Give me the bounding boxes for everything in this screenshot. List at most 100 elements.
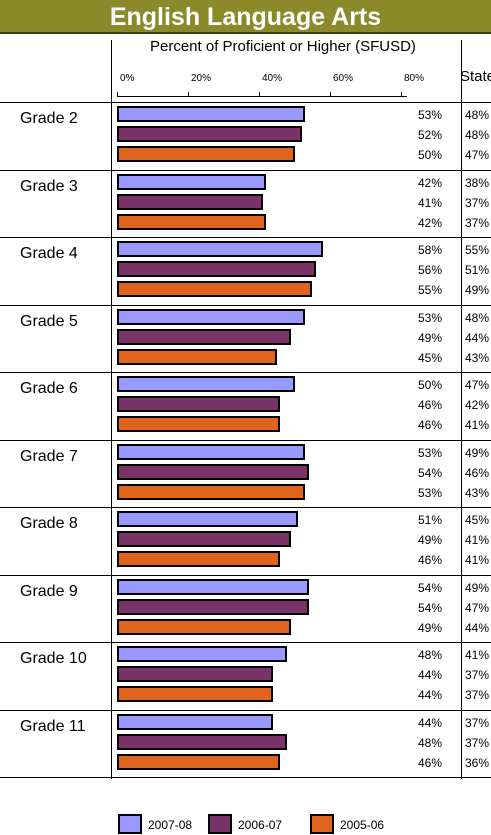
left-column-divider: [111, 40, 112, 779]
state-value-label: 48%: [465, 108, 490, 122]
x-tick-label: 40%: [262, 73, 283, 84]
bar: [117, 106, 306, 122]
bar-value-label: 55%: [417, 283, 442, 297]
state-value-label: 48%: [465, 128, 490, 142]
bar-value-label: 53%: [417, 445, 442, 460]
bar: [117, 686, 274, 702]
state-value-label: 37%: [465, 688, 490, 702]
bar-value-label: 49%: [417, 330, 442, 345]
state-value-label: 49%: [465, 445, 490, 460]
bar: [117, 126, 302, 142]
grade-separator: [0, 304, 491, 306]
bar-value-label: 44%: [417, 688, 442, 702]
bar: [117, 328, 291, 345]
bar: [117, 308, 306, 325]
bar: [117, 443, 306, 460]
grade-label: Grade 10: [20, 650, 87, 667]
bar-value-label: 50%: [417, 148, 442, 162]
state-value-label: 47%: [465, 378, 490, 392]
bar: [117, 281, 313, 297]
grade-separator: [0, 777, 491, 778]
bar-value-label: 53%: [417, 310, 442, 325]
bar: [117, 733, 288, 750]
bar: [117, 511, 299, 527]
bar: [117, 348, 277, 365]
grade-separator: [0, 574, 491, 576]
bar: [117, 578, 309, 595]
bar: [117, 193, 263, 210]
state-value-label: 48%: [465, 310, 490, 325]
state-value-label: 41%: [465, 553, 490, 567]
bar: [117, 463, 309, 480]
bar-value-label: 48%: [417, 648, 442, 662]
state-value-label: 47%: [465, 600, 490, 615]
state-column-header: State: [460, 68, 491, 85]
x-tick-mark: [259, 92, 260, 97]
state-value-label: 42%: [465, 398, 490, 412]
bar-value-label: 42%: [417, 175, 442, 190]
bar: [117, 416, 281, 432]
bar-value-label: 48%: [417, 735, 442, 750]
x-axis-line: [117, 96, 407, 97]
bar-value-label: 53%: [417, 485, 442, 500]
x-tick-mark: [117, 92, 118, 97]
state-value-label: 47%: [465, 148, 490, 162]
state-value-label: 43%: [465, 485, 490, 500]
bar-value-label: 50%: [417, 378, 442, 392]
state-value-label: 44%: [465, 620, 490, 635]
grade-separator: [0, 709, 491, 711]
grade-separator: [0, 642, 491, 643]
legend-label: 2006-07: [238, 818, 283, 832]
grade-label: Grade 8: [20, 515, 78, 532]
x-tick-mark: [401, 92, 402, 97]
bar: [117, 551, 281, 567]
grade-label: Grade 3: [20, 177, 78, 195]
legend-label: 2005-06: [340, 818, 385, 832]
legend-swatch: [208, 814, 232, 834]
state-value-label: 46%: [465, 465, 490, 480]
x-tick-mark: [188, 92, 189, 97]
state-value-label: 41%: [465, 648, 490, 662]
bar-value-label: 51%: [417, 513, 442, 527]
state-value-label: 55%: [465, 243, 490, 257]
bar-value-label: 58%: [417, 243, 442, 257]
grade-separator: [0, 439, 491, 441]
bar: [117, 173, 267, 190]
chart-title-bar: English Language Arts: [0, 0, 491, 34]
bar-value-label: 52%: [417, 128, 442, 142]
bar: [117, 483, 306, 500]
state-value-label: 38%: [465, 175, 490, 190]
bar: [117, 146, 295, 162]
grade-label: Grade 11: [20, 717, 86, 735]
grade-label: Grade 2: [20, 110, 78, 127]
state-value-label: 49%: [465, 580, 490, 595]
state-value-label: 44%: [465, 330, 490, 345]
grade-label: Grade 5: [20, 312, 78, 330]
bar: [117, 531, 291, 547]
chart-subtitle: Percent of Proficient or Higher (SFUSD): [150, 38, 416, 55]
state-value-label: 36%: [465, 755, 490, 770]
bar-value-label: 45%: [417, 350, 442, 365]
bar: [117, 261, 316, 277]
grade-label: Grade 4: [20, 245, 78, 262]
bar-value-label: 49%: [417, 533, 442, 547]
bar-value-label: 44%: [417, 668, 442, 682]
x-tick-label: 80%: [404, 73, 425, 84]
bar-value-label: 54%: [417, 580, 442, 595]
bar-value-label: 56%: [417, 263, 442, 277]
chart-title: English Language Arts: [109, 3, 382, 31]
bar: [117, 618, 291, 635]
bar-value-label: 46%: [417, 755, 442, 770]
bar-value-label: 46%: [417, 398, 442, 412]
legend-label: 2007-08: [148, 818, 193, 832]
bar: [117, 646, 288, 662]
state-value-label: 45%: [465, 513, 490, 527]
state-value-label: 41%: [465, 418, 490, 432]
x-tick-label: 20%: [191, 73, 212, 84]
state-value-label: 37%: [465, 215, 490, 230]
bar: [117, 753, 281, 770]
bar-value-label: 46%: [417, 553, 442, 567]
grade-separator: [0, 169, 491, 171]
x-tick-label: 60%: [333, 73, 354, 84]
state-value-label: 37%: [465, 735, 490, 750]
